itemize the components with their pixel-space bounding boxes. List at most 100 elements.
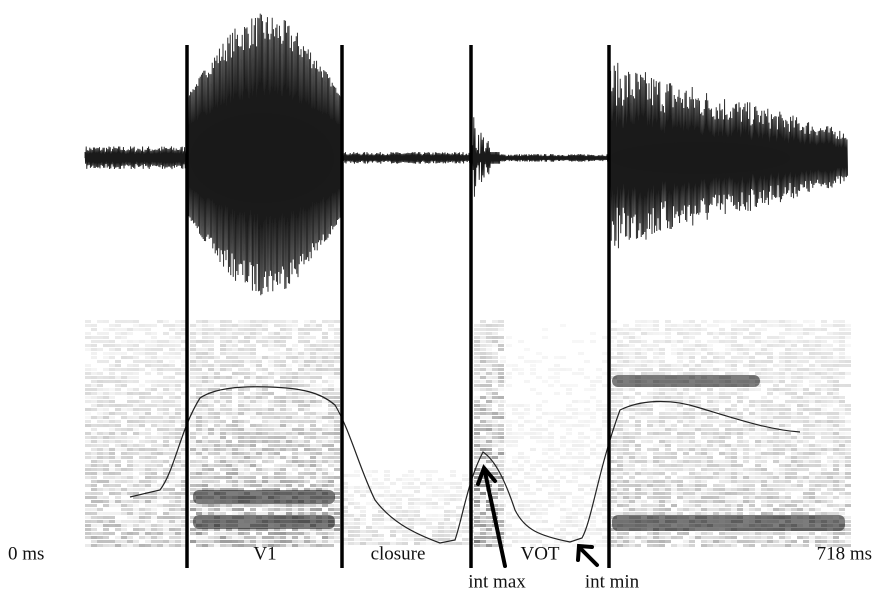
spectrogram-cell — [602, 412, 608, 415]
spectrogram-cell — [250, 356, 256, 359]
spectrogram-cell — [737, 444, 743, 447]
spectrogram-cell — [602, 540, 608, 543]
spectrogram-cell — [779, 468, 785, 471]
spectrogram-cell — [689, 332, 695, 335]
spectrogram-cell — [498, 472, 504, 475]
spectrogram-cell — [256, 412, 262, 415]
spectrogram-cell — [779, 436, 785, 439]
spectrogram-cell — [635, 444, 641, 447]
spectrogram-cell — [286, 384, 292, 387]
spectrogram-cell — [115, 320, 121, 323]
spectrogram-cell — [444, 542, 450, 545]
spectrogram-cell — [262, 400, 268, 403]
spectrogram-cell — [127, 536, 133, 539]
spectrogram-cell — [524, 532, 530, 535]
spectrogram-cell — [97, 388, 103, 391]
spectrogram-cell — [671, 396, 677, 399]
spectrogram-cell — [139, 448, 145, 451]
spectrogram-cell — [232, 460, 238, 463]
spectrogram-cell — [103, 344, 109, 347]
spectrogram-cell — [438, 506, 444, 509]
spectrogram-cell — [103, 512, 109, 515]
spectrogram-cell — [175, 416, 181, 419]
spectrogram-cell — [629, 464, 635, 467]
spectrogram-cell — [833, 480, 839, 483]
spectrogram-cell — [298, 404, 304, 407]
spectrogram-cell — [157, 392, 163, 395]
spectrogram-cell — [713, 404, 719, 407]
spectrogram-cell — [220, 504, 226, 507]
spectrogram-cell — [480, 332, 486, 335]
spectrogram-cell — [354, 514, 360, 517]
spectrogram-cell — [133, 464, 139, 467]
spectrogram-cell — [653, 360, 659, 363]
spectrogram-cell — [163, 472, 169, 475]
spectrogram-cell — [163, 388, 169, 391]
spectrogram-cell — [749, 504, 755, 507]
spectrogram-cell — [208, 340, 214, 343]
spectrogram-cell — [590, 420, 596, 423]
spectrogram-cell — [611, 492, 617, 495]
spectrogram-cell — [486, 476, 492, 479]
spectrogram-cell — [542, 544, 548, 547]
spectrogram-cell — [334, 352, 340, 355]
spectrogram-cell — [500, 528, 506, 531]
spectrogram-cell — [749, 368, 755, 371]
spectrogram-cell — [474, 544, 480, 547]
spectrogram-cell — [743, 488, 749, 491]
spectrogram-cell — [169, 504, 175, 507]
spectrogram-cell — [262, 336, 268, 339]
spectrogram-cell — [175, 412, 181, 415]
spectrogram-cell — [578, 420, 584, 423]
spectrogram-cell — [214, 440, 220, 443]
spectrogram-cell — [244, 448, 250, 451]
spectrogram-cell — [292, 428, 298, 431]
spectrogram-cell — [767, 500, 773, 503]
spectrogram-cell — [444, 482, 450, 485]
spectrogram-cell — [250, 508, 256, 511]
spectrogram-cell — [707, 348, 713, 351]
spectrogram-cell — [390, 498, 396, 501]
spectrogram-cell — [683, 496, 689, 499]
spectrogram-cell — [797, 468, 803, 471]
spectrogram-cell — [773, 416, 779, 419]
spectrogram-cell — [316, 444, 322, 447]
spectrogram-cell — [617, 440, 623, 443]
spectrogram-cell — [480, 328, 486, 331]
spectrogram-cell — [426, 526, 432, 529]
spectrogram-cell — [695, 500, 701, 503]
spectrogram-cell — [474, 376, 480, 379]
spectrogram-cell — [689, 440, 695, 443]
spectrogram-cell — [226, 328, 232, 331]
spectrogram-cell — [701, 372, 707, 375]
spectrogram-cell — [530, 388, 536, 391]
spectrogram-cell — [250, 460, 256, 463]
spectrogram-cell — [701, 452, 707, 455]
spectrogram-cell — [280, 508, 286, 511]
spectrogram-cell — [845, 484, 851, 487]
spectrogram-cell — [731, 472, 737, 475]
spectrogram-cell — [635, 532, 641, 535]
spectrogram-cell — [250, 476, 256, 479]
spectrogram-cell — [145, 392, 151, 395]
spectrogram-cell — [486, 536, 492, 539]
spectrogram-cell — [121, 380, 127, 383]
spectrogram-cell — [542, 484, 548, 487]
spectrogram-cell — [262, 468, 268, 471]
spectrogram-cell — [268, 404, 274, 407]
spectrogram-cell — [202, 396, 208, 399]
spectrogram-cell — [133, 420, 139, 423]
spectrogram-cell — [827, 464, 833, 467]
spectrogram-cell — [214, 484, 220, 487]
spectrogram-cell — [671, 512, 677, 515]
spectrogram-cell — [653, 508, 659, 511]
spectrogram-cell — [815, 496, 821, 499]
spectrogram-cell — [611, 452, 617, 455]
spectrogram-cell — [827, 376, 833, 379]
spectrogram-cell — [542, 328, 548, 331]
spectrogram-cell — [845, 492, 851, 495]
spectrogram-cell — [196, 376, 202, 379]
spectrogram-cell — [707, 408, 713, 411]
spectrogram-cell — [151, 500, 157, 503]
spectrogram-cell — [238, 484, 244, 487]
